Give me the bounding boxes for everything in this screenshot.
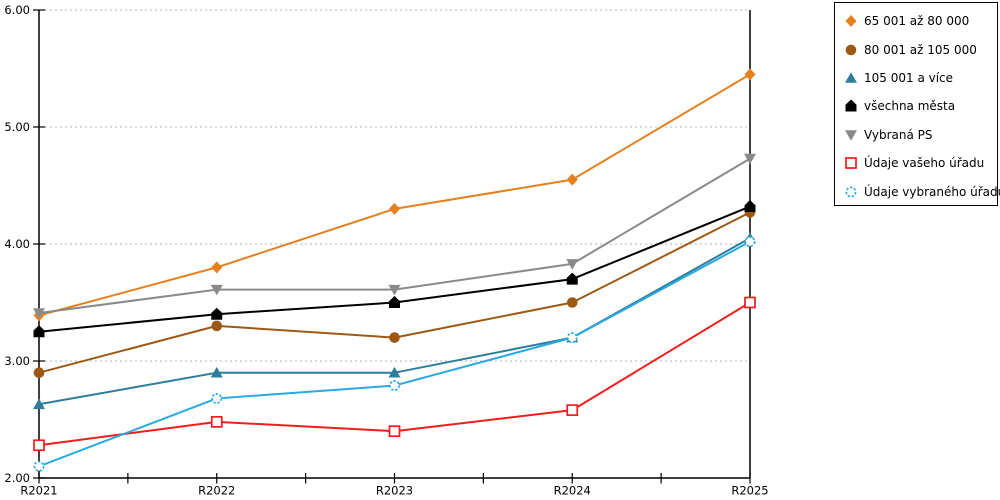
triangle-down-marker-icon <box>744 153 756 165</box>
y-tick-label: 4.00 <box>4 237 30 251</box>
legend-item: Údaje vybraného úřadu <box>835 177 1000 205</box>
diamond-marker-icon <box>845 15 857 28</box>
triangle-up-marker-icon <box>388 366 401 378</box>
pentagon-marker-icon <box>389 296 400 308</box>
circle-open-marker-icon <box>845 186 857 197</box>
legend-item-label: 105 001 a více <box>864 70 954 85</box>
y-tick-label: 6.00 <box>4 3 30 17</box>
circle-marker-icon <box>566 297 578 308</box>
legend-item-label: 65 001 až 80 000 <box>864 14 970 29</box>
triangle-up-marker-icon <box>33 398 45 410</box>
triangle-up-marker-icon <box>210 366 223 378</box>
circle-marker-icon <box>389 332 400 343</box>
legend-item: Údaje vašeho úřadu <box>835 149 997 177</box>
x-tick-label: R2022 <box>198 484 235 498</box>
x-tick-label: R2023 <box>376 484 413 498</box>
legend-item: 65 001 až 80 000 <box>835 7 997 35</box>
x-tick-label: R2025 <box>731 484 768 498</box>
legend-item-label: Vybraná PS <box>864 127 933 142</box>
square-open-marker-icon <box>845 157 857 169</box>
circle-marker-icon <box>33 367 45 379</box>
circle-open-marker-icon <box>33 460 45 472</box>
triangle-down-marker-icon <box>388 284 401 296</box>
legend-item-label: všechna města <box>864 99 956 114</box>
series-line-0 <box>38 73 751 317</box>
legend-item-label: Údaje vašeho úřadu <box>864 156 985 171</box>
pentagon-marker-icon <box>33 325 45 338</box>
circle-open-marker-icon <box>211 392 223 404</box>
diamond-marker-icon <box>744 68 756 81</box>
triangle-down-marker-icon <box>210 284 223 296</box>
x-tick-label: R2024 <box>554 484 591 498</box>
diamond-marker-icon <box>211 261 223 274</box>
pentagon-marker-icon <box>845 99 857 112</box>
square-open-marker-icon <box>33 439 45 452</box>
y-tick-label: 5.00 <box>4 120 30 134</box>
legend-circle-open-icon <box>845 186 857 197</box>
legend-square-open-icon <box>845 157 857 169</box>
triangle-down-marker-icon <box>33 308 45 319</box>
y-tick-label: 3.00 <box>4 354 30 368</box>
legend-item: Vybraná PS <box>835 121 997 149</box>
series-line-3 <box>38 205 751 333</box>
square-open-marker-icon <box>744 296 756 309</box>
triangle-up-marker-icon <box>845 72 857 83</box>
triangle-down-marker-icon <box>566 259 579 270</box>
square-open-marker-icon <box>388 425 401 438</box>
pentagon-marker-icon <box>211 307 223 320</box>
triangle-down-marker-icon <box>845 129 857 141</box>
diamond-marker-icon <box>566 173 578 186</box>
circle-marker-icon <box>211 320 223 332</box>
legend-triangle-up-icon <box>845 72 857 83</box>
diamond-marker-icon <box>389 202 400 215</box>
circle-marker-icon <box>845 44 857 55</box>
legend-box: 65 001 až 80 000 80 001 až 105 000 105 001… <box>834 2 1000 206</box>
legend-item: 105 001 a více <box>835 64 997 92</box>
legend-item: všechna města <box>835 92 997 120</box>
circle-open-marker-icon <box>566 332 578 344</box>
square-open-marker-icon <box>566 404 579 416</box>
y-tick-label: 2.00 <box>4 471 30 485</box>
legend-pentagon-icon <box>845 99 857 112</box>
x-tick-label: R2021 <box>20 484 57 498</box>
legend-diamond-icon <box>845 15 857 28</box>
legend-circle-icon <box>845 44 857 55</box>
square-open-marker-icon <box>210 415 223 428</box>
pentagon-marker-icon <box>566 272 578 285</box>
legend-triangle-down-icon <box>845 129 857 141</box>
legend-item-label: 80 001 až 105 000 <box>864 42 977 57</box>
circle-open-marker-icon <box>744 236 756 248</box>
legend-item-label: Údaje vybraného úřadu <box>864 184 1000 199</box>
legend-item: 80 001 až 105 000 <box>835 35 997 63</box>
circle-open-marker-icon <box>389 380 400 392</box>
pentagon-marker-icon <box>744 200 756 213</box>
